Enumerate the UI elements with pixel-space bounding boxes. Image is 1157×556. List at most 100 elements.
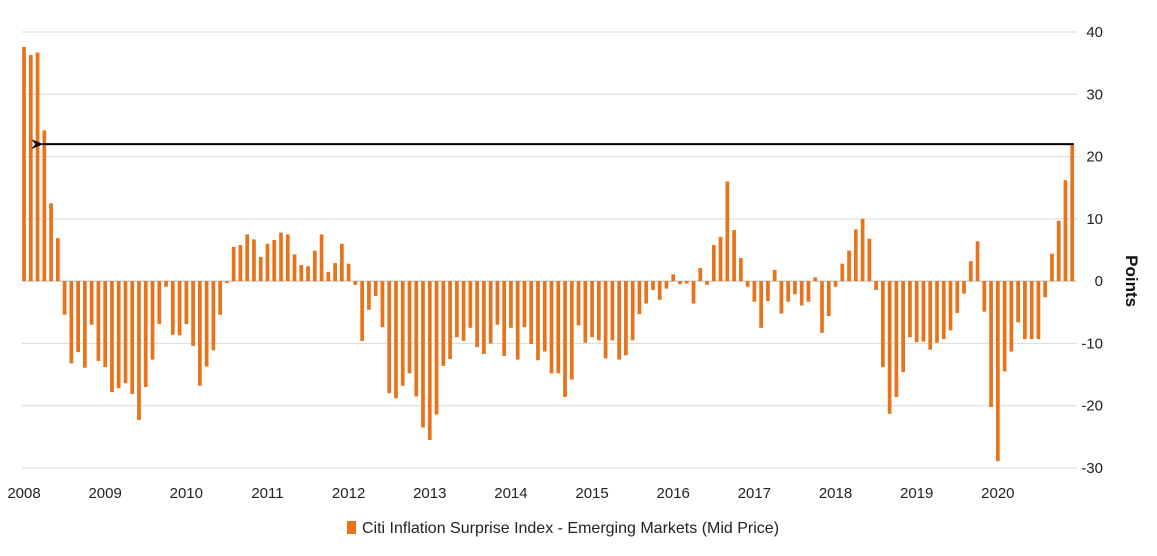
bar [921, 281, 926, 342]
bar [515, 281, 520, 360]
bar [89, 281, 94, 325]
bar [853, 229, 858, 282]
bar [779, 281, 784, 314]
bar [786, 281, 791, 302]
bar [813, 277, 818, 282]
bar [326, 271, 331, 282]
bar [840, 263, 845, 282]
y-tick-label: -10 [1081, 335, 1103, 352]
bar [461, 281, 466, 341]
bar [948, 281, 953, 331]
bar [69, 281, 74, 364]
bar [1016, 281, 1020, 323]
bar [279, 232, 283, 282]
bar [901, 281, 906, 373]
bar [766, 281, 770, 302]
bars [22, 46, 1075, 462]
bar [394, 281, 398, 399]
bar [941, 281, 946, 340]
bar [739, 258, 743, 282]
bar [103, 281, 108, 368]
bar [698, 268, 703, 282]
bar [556, 281, 561, 374]
bar [1002, 281, 1007, 372]
bar [772, 269, 777, 282]
bar [1050, 253, 1054, 282]
bar [982, 281, 987, 312]
x-tick-label: 2011 [251, 485, 283, 502]
bar [28, 55, 33, 282]
bar [373, 281, 378, 297]
bar [238, 245, 243, 282]
bar [678, 281, 682, 285]
bar [448, 281, 452, 359]
y-tick-label: 10 [1086, 211, 1103, 228]
bar [745, 281, 750, 287]
bar [799, 281, 804, 306]
bar [617, 281, 621, 360]
y-tick-label: -30 [1081, 460, 1103, 477]
bar [610, 281, 615, 341]
x-tick-label: 2014 [494, 485, 527, 502]
bar [955, 281, 960, 313]
bar [576, 281, 581, 326]
bar [1070, 144, 1075, 282]
bar [962, 281, 966, 294]
bar [509, 281, 513, 328]
bar [928, 281, 933, 350]
bar [110, 281, 114, 393]
bar [319, 234, 324, 282]
bar [285, 234, 290, 282]
x-tick-label: 2009 [88, 485, 121, 502]
bar [130, 281, 135, 394]
bar [137, 281, 141, 421]
bar [312, 250, 317, 282]
bar [671, 274, 676, 282]
bar [76, 281, 80, 353]
x-tick-label: 2019 [900, 485, 933, 502]
x-tick-label: 2013 [413, 485, 446, 502]
bar [630, 281, 635, 341]
bar [596, 281, 601, 341]
gridlines [22, 31, 1077, 469]
bar [684, 281, 689, 284]
legend-label: Citi Inflation Surprise Index - Emerging… [362, 520, 779, 537]
x-axis: 2008 2009 2010 2011 2012 2013 2014 2015 2016 2017… [7, 485, 1014, 502]
x-tick-label: 2018 [819, 485, 852, 502]
y-axis-title: Points [1122, 255, 1141, 307]
bar [22, 46, 26, 282]
bar [441, 281, 446, 366]
bar [887, 281, 892, 414]
bar [1043, 281, 1048, 298]
bar [867, 238, 872, 282]
bar [651, 281, 655, 290]
bar [549, 281, 554, 374]
bar [170, 281, 175, 335]
bar [360, 281, 365, 341]
bar [62, 281, 67, 315]
bar [590, 281, 594, 338]
bar [820, 281, 824, 333]
bar [914, 281, 919, 343]
bar [752, 281, 757, 302]
bar [191, 281, 195, 346]
bar [826, 281, 831, 317]
bar [989, 281, 993, 407]
bar [603, 281, 608, 359]
bar [502, 281, 507, 356]
bar [198, 281, 202, 386]
bar [860, 218, 865, 282]
bar [935, 281, 939, 343]
bar [400, 281, 405, 386]
bar [265, 243, 270, 282]
bar [732, 230, 736, 282]
bar [83, 281, 87, 368]
bar [975, 241, 980, 282]
bar [454, 281, 459, 338]
y-tick-label: 30 [1086, 86, 1103, 103]
bar [711, 245, 716, 282]
bar [272, 240, 277, 282]
bar [718, 236, 723, 282]
bar [164, 281, 168, 287]
